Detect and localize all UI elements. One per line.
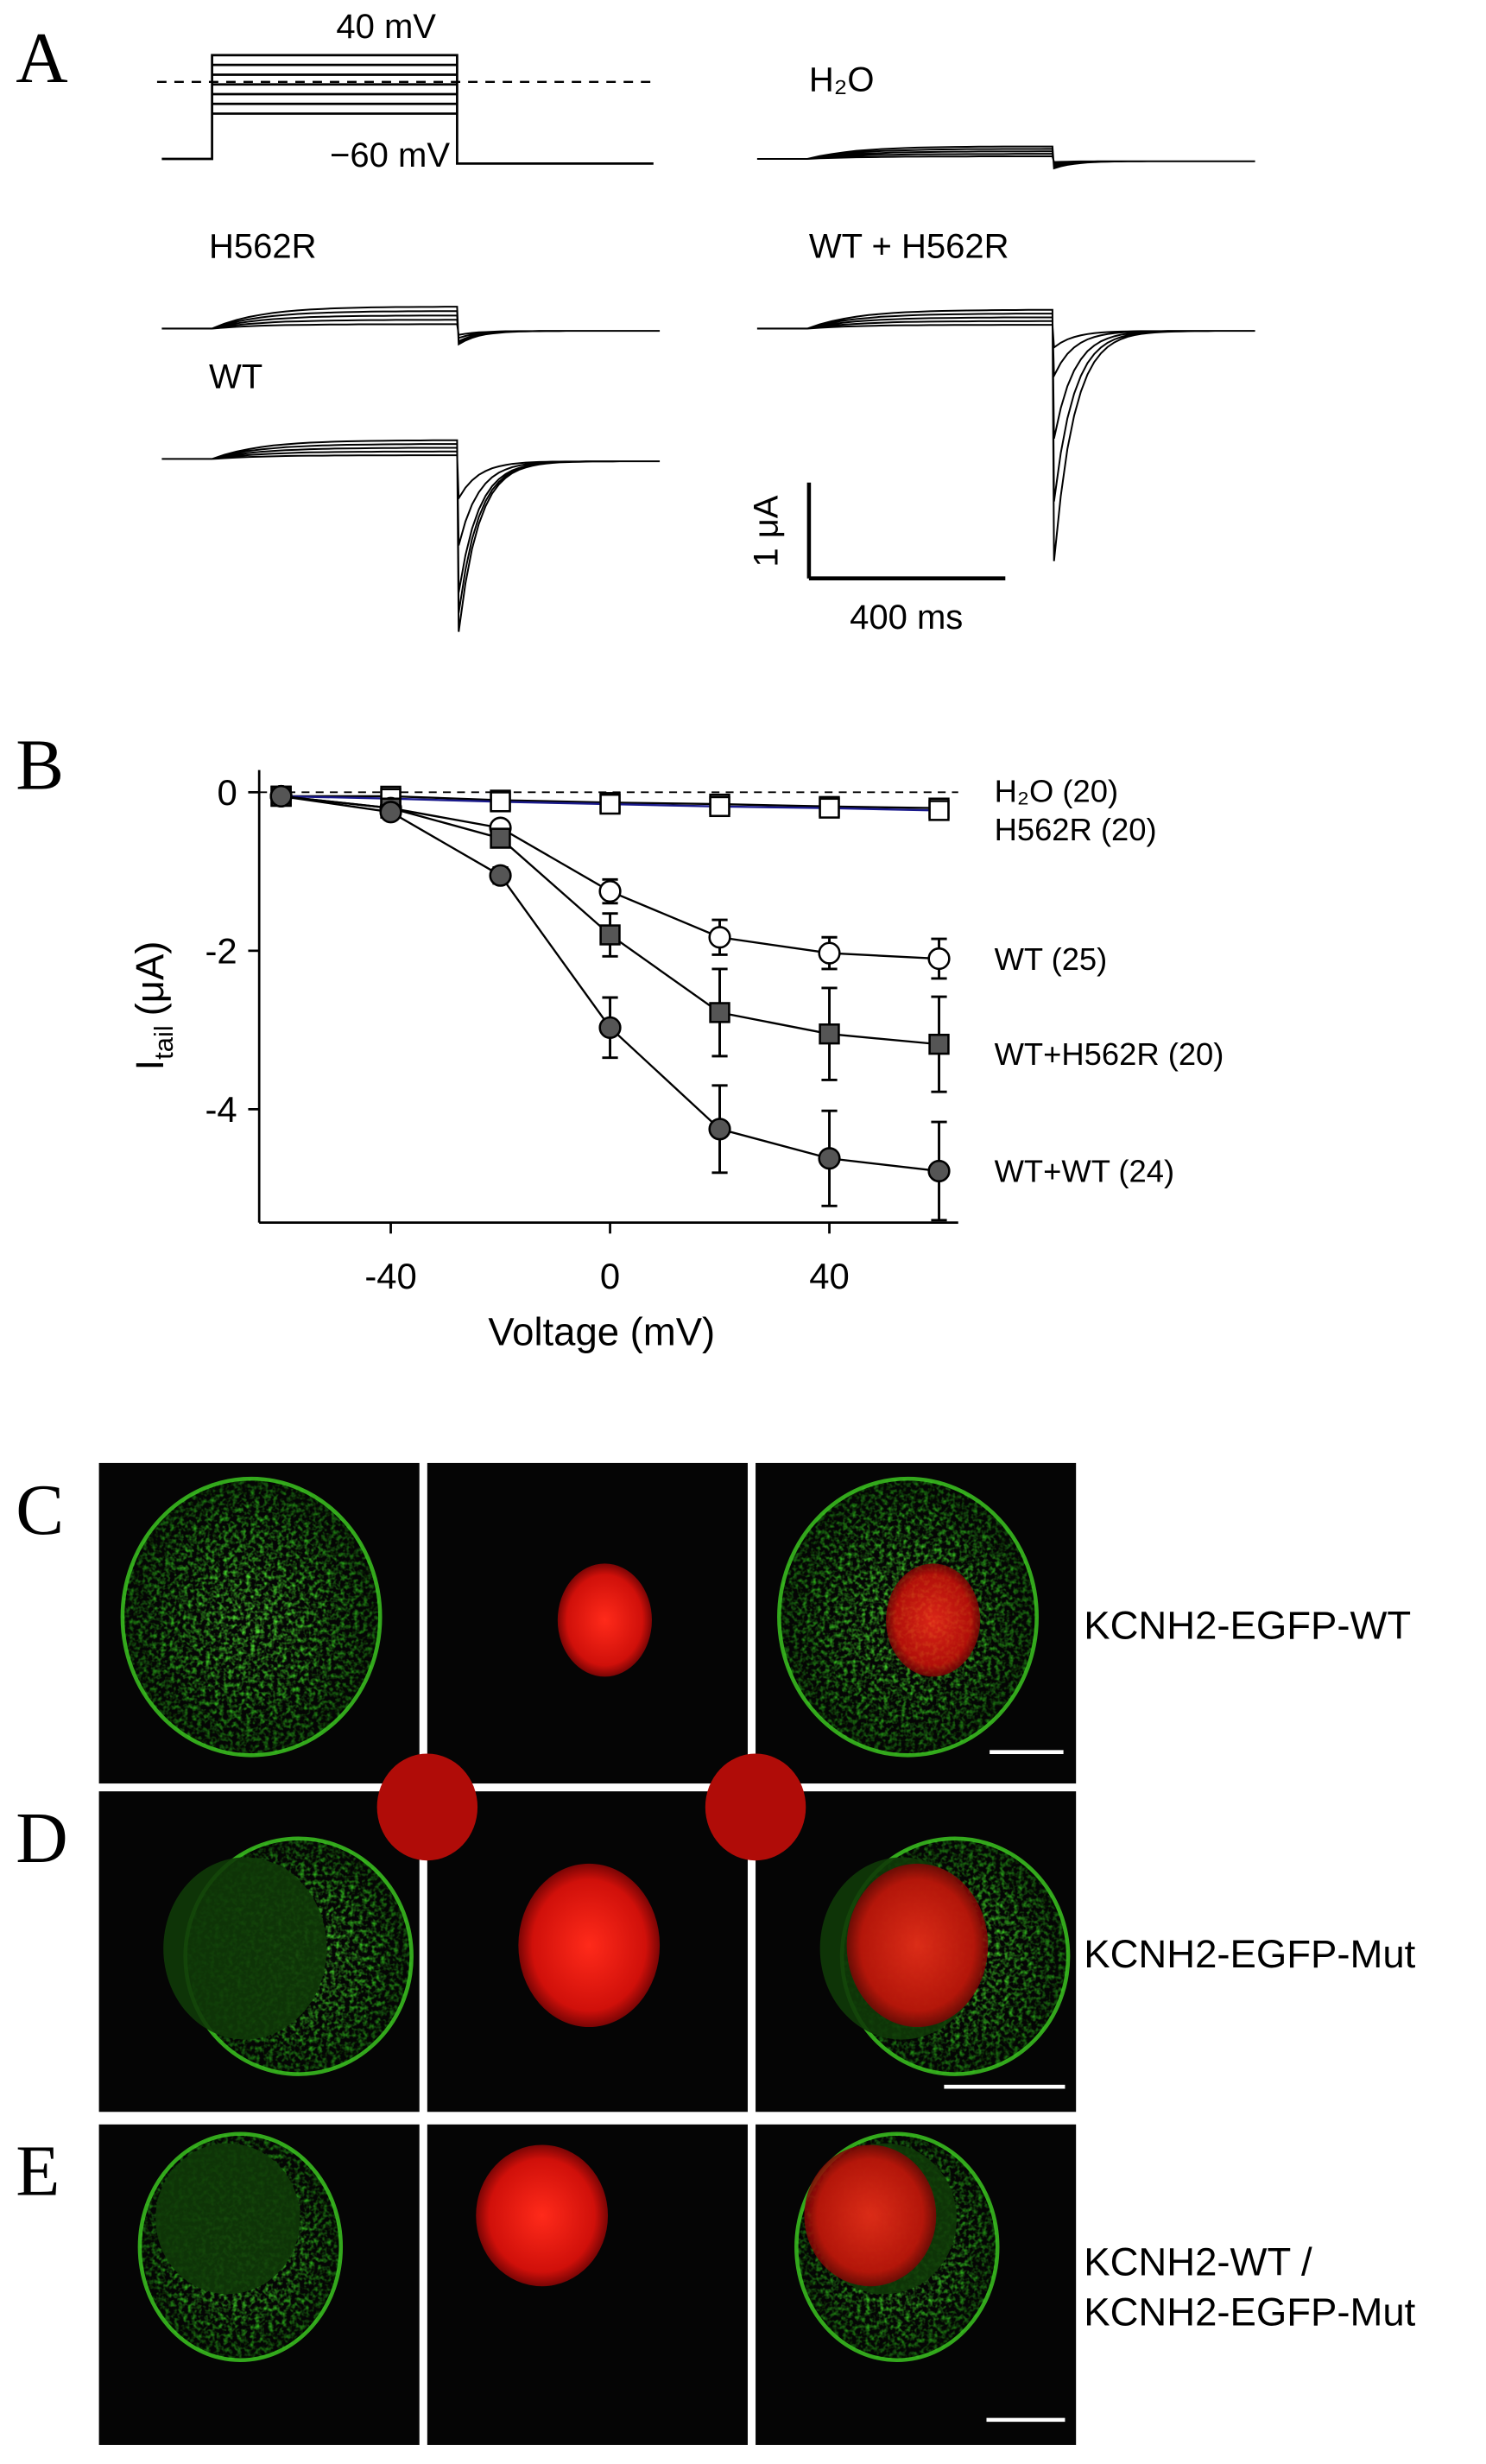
series-label: H562R (20) bbox=[995, 812, 1157, 847]
nucleus-dark bbox=[163, 1857, 327, 2040]
nucleus-red bbox=[376, 1753, 478, 1861]
trace-label: WT bbox=[209, 358, 262, 396]
series-label: WT+H562R (20) bbox=[995, 1036, 1224, 1072]
nucleus-red bbox=[557, 1563, 652, 1677]
marker bbox=[379, 801, 402, 824]
panel-letter: E bbox=[16, 2131, 60, 2212]
current-trace bbox=[161, 306, 661, 346]
marker bbox=[490, 791, 511, 813]
marker bbox=[709, 795, 730, 818]
series-label: H₂O (20) bbox=[995, 773, 1118, 808]
marker bbox=[269, 784, 293, 808]
panel-letter: A bbox=[16, 18, 67, 98]
panel-caption: KCNH2-WT / bbox=[1084, 2239, 1312, 2283]
panel-letter: C bbox=[16, 1470, 64, 1550]
nucleus-dark bbox=[155, 2143, 300, 2295]
series-line bbox=[281, 795, 939, 1173]
protocol-label: 40 mV bbox=[336, 8, 436, 46]
marker bbox=[818, 941, 841, 965]
scale-label: 400 ms bbox=[850, 599, 963, 637]
marker bbox=[708, 1118, 731, 1141]
panel-caption: KCNH2-EGFP-Mut bbox=[1084, 1932, 1415, 1976]
current-trace bbox=[161, 439, 661, 632]
x-axis-label: Voltage (mV) bbox=[488, 1309, 715, 1353]
marker bbox=[928, 1033, 950, 1055]
y-tick-label: 0 bbox=[217, 772, 237, 813]
x-tick-label: 40 bbox=[809, 1256, 850, 1296]
panel-letter: B bbox=[16, 725, 64, 805]
image-panels: C KCNH2-EGFP-WT D KCNH2-EGFP-Mut E KCNH2-WT /… bbox=[16, 1462, 1416, 2445]
marker bbox=[599, 793, 621, 815]
cell-membrane bbox=[137, 2131, 344, 2362]
current-trace bbox=[756, 145, 1255, 170]
nucleus-red bbox=[804, 2144, 937, 2287]
panel-caption: KCNH2-EGFP-WT bbox=[1084, 1604, 1411, 1648]
series-label: WT+WT (24) bbox=[995, 1154, 1174, 1189]
cell-membrane bbox=[120, 1476, 383, 1758]
marker bbox=[927, 1159, 951, 1183]
panel-caption: KCNH2-EGFP-Mut bbox=[1084, 2290, 1415, 2334]
panel-letter: D bbox=[16, 1798, 67, 1878]
voltage-protocol bbox=[161, 54, 654, 165]
nucleus-red bbox=[518, 1863, 661, 2028]
y-tick-label: -4 bbox=[206, 1089, 237, 1130]
marker bbox=[598, 879, 622, 903]
marker bbox=[489, 864, 512, 887]
marker bbox=[928, 800, 950, 821]
marker bbox=[599, 924, 621, 946]
y-label-unit: (μA) bbox=[128, 941, 172, 1017]
nucleus-red bbox=[846, 1863, 989, 2028]
nucleus-red bbox=[476, 2144, 609, 2287]
cell-membrane bbox=[777, 1476, 1039, 1758]
y-tick-label: -2 bbox=[206, 930, 237, 971]
cell-membrane bbox=[794, 2131, 1000, 2362]
trace-label: H562R bbox=[209, 228, 317, 266]
nucleus-red bbox=[886, 1563, 981, 1677]
marker bbox=[490, 827, 511, 849]
series-label: WT (25) bbox=[995, 941, 1108, 977]
y-label-symbol: I bbox=[128, 1060, 172, 1071]
x-tick-label: -40 bbox=[364, 1256, 416, 1296]
protocol-label: −60 mV bbox=[330, 136, 450, 174]
marker bbox=[708, 926, 731, 949]
x-tick-label: 0 bbox=[600, 1256, 620, 1296]
y-label-sub: tail bbox=[149, 1025, 179, 1060]
marker bbox=[927, 947, 951, 971]
marker bbox=[819, 1023, 840, 1045]
marker bbox=[818, 1147, 841, 1170]
nucleus-red bbox=[705, 1753, 806, 1861]
marker bbox=[598, 1016, 622, 1039]
scale-label: 1 μA bbox=[748, 495, 786, 567]
marker bbox=[819, 797, 840, 819]
cell-green bbox=[122, 1479, 381, 1756]
marker bbox=[709, 1002, 730, 1023]
trace-label: WT + H562R bbox=[809, 228, 1009, 266]
trace-label: H₂O bbox=[809, 61, 875, 99]
current-trace bbox=[756, 308, 1255, 561]
y-axis-label: Itail (μA) bbox=[128, 941, 179, 1071]
